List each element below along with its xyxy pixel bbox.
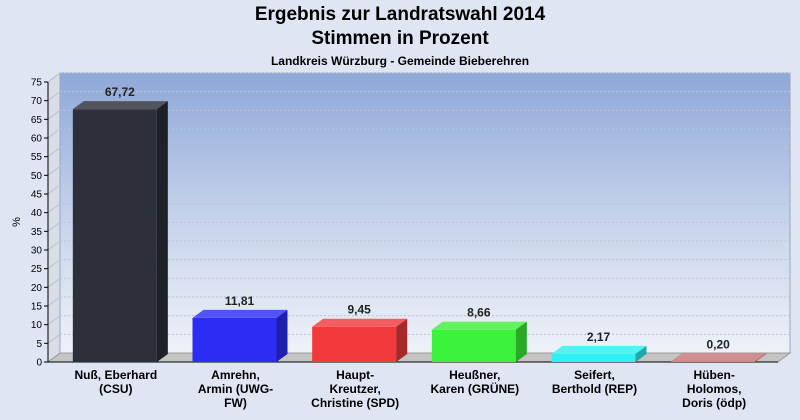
gridline-side: [47, 259, 61, 270]
bar-top: [431, 321, 527, 330]
x-tick-label: Kreutzer,: [329, 382, 380, 396]
y-tick-label: 75: [31, 78, 43, 89]
bar-side: [396, 318, 408, 362]
chart-title-line2: Stimmen in Prozent: [311, 28, 489, 49]
gridline-side: [47, 128, 61, 139]
data-label: 67,72: [105, 85, 135, 99]
data-label: 8,66: [467, 306, 491, 320]
gridline-side: [47, 72, 61, 83]
x-tick-label: Doris (ödp): [682, 396, 746, 410]
y-tick-label: 35: [31, 227, 43, 238]
chart-title: Ergebnis zur Landratswahl 2014: [254, 4, 546, 25]
y-tick-label: 30: [31, 246, 43, 257]
bar-side: [635, 345, 647, 362]
x-tick-label: Amrehn,: [211, 368, 260, 382]
gridline-side: [47, 91, 61, 102]
data-label: 9,45: [347, 303, 371, 317]
gridline-side: [47, 277, 61, 288]
gridline-side: [47, 165, 61, 176]
bar: [431, 329, 516, 362]
x-tick-label: Berthold (REP): [552, 382, 637, 396]
bar: [671, 361, 756, 362]
y-tick-label: 0: [36, 358, 42, 369]
data-label: 11,81: [225, 294, 255, 308]
bar: [551, 353, 636, 362]
x-tick-label: Nuß, Eberhard: [74, 368, 157, 382]
y-tick-label: 55: [31, 152, 43, 163]
x-tick-label: Hüben-: [694, 368, 735, 382]
x-tick-label: Seifert,: [574, 368, 615, 382]
plot-back-wall: [59, 72, 791, 354]
bar-side: [755, 353, 767, 362]
bar: [72, 109, 157, 362]
y-tick-label: 45: [31, 190, 43, 201]
x-tick-label: Karen (GRÜNE): [430, 381, 519, 396]
x-tick-label: Holomos,: [687, 382, 742, 396]
y-tick-label: 25: [31, 264, 43, 275]
x-tick-label: (CSU): [99, 382, 132, 396]
bar-side: [156, 101, 168, 363]
plot-side-wall: [47, 72, 61, 363]
chart-subtitle: Landkreis Würzburg - Gemeinde Bieberehre…: [270, 54, 530, 68]
y-tick-label: 70: [31, 96, 43, 107]
gridline-side: [47, 240, 61, 251]
y-tick-label: 50: [31, 171, 43, 182]
y-tick-label: 40: [31, 208, 43, 219]
y-tick-label: 60: [31, 134, 43, 145]
x-tick-label: Haupt-: [336, 368, 374, 382]
gridline-side: [47, 315, 61, 326]
y-tick-label: 10: [31, 320, 43, 331]
x-tick-label: Christine (SPD): [311, 396, 399, 410]
y-axis-label: %: [11, 217, 23, 227]
x-tick-label: Heußner,: [449, 368, 500, 382]
bar-top: [671, 353, 767, 362]
bar-top: [72, 101, 168, 110]
y-tick-label: 65: [31, 115, 43, 126]
bar-top: [312, 318, 408, 327]
gridline-side: [47, 147, 61, 158]
bar-top: [192, 309, 288, 318]
data-label: 2,17: [587, 330, 611, 344]
bar-side: [515, 321, 527, 362]
data-label: 0,20: [706, 337, 730, 351]
x-tick-label: FW): [224, 396, 247, 410]
bar-top: [551, 345, 647, 354]
gridline-side: [47, 221, 61, 232]
gridline-side: [47, 296, 61, 307]
gridline-side: [47, 184, 61, 195]
bar: [192, 317, 277, 362]
gridline-side: [47, 109, 61, 120]
bar-side: [276, 309, 288, 362]
y-tick-label: 5: [36, 339, 42, 350]
y-tick-label: 15: [31, 302, 43, 313]
x-tick-label: Armin (UWG-: [198, 382, 273, 396]
gridline-side: [47, 333, 61, 344]
y-tick-label: 20: [31, 283, 43, 294]
gridline-side: [47, 203, 61, 214]
bar: [312, 326, 397, 362]
